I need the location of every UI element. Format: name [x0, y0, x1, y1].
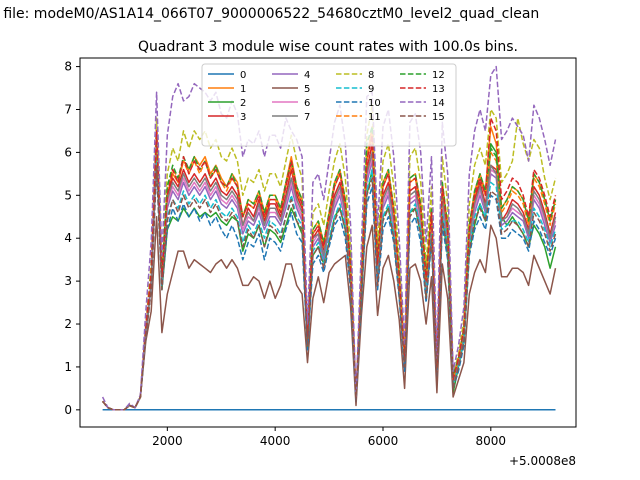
- y-tick-label: 6: [64, 145, 72, 159]
- y-tick-label: 8: [64, 60, 72, 74]
- y-axis-ticks: 0 1 2 3 4 5 6 7 8: [64, 60, 80, 417]
- y-tick-label: 5: [64, 188, 72, 202]
- legend-label-12: 12: [432, 70, 445, 81]
- x-tick-label: 4000: [260, 434, 291, 448]
- y-tick-label: 4: [64, 231, 72, 245]
- y-tick-label: 7: [64, 102, 72, 116]
- x-axis-offset-label: +5.0008e8: [509, 454, 576, 468]
- legend-label-5: 5: [304, 84, 310, 95]
- legend-label-6: 6: [304, 98, 310, 109]
- legend-label-3: 3: [240, 112, 246, 123]
- legend-label-15: 15: [432, 112, 445, 123]
- legend-label-11: 11: [368, 112, 381, 123]
- series-line-7: [102, 151, 557, 411]
- legend-label-7: 7: [304, 112, 310, 123]
- legend-label-0: 0: [240, 70, 246, 81]
- legend-label-14: 14: [432, 98, 445, 109]
- legend-label-8: 8: [368, 70, 374, 81]
- x-tick-label: 6000: [368, 434, 399, 448]
- y-tick-label: 3: [64, 274, 72, 288]
- y-tick-label: 2: [64, 317, 72, 331]
- legend-label-13: 13: [432, 84, 445, 95]
- chart-title: Quadrant 3 module wise count rates with …: [138, 39, 518, 55]
- series-line-10: [102, 168, 557, 411]
- x-axis-ticks: 2000 4000 6000 8000: [152, 427, 506, 448]
- legend-label-9: 9: [368, 84, 374, 95]
- legend-label-10: 10: [368, 98, 381, 109]
- series-line-9: [102, 160, 557, 411]
- series-line-15: [102, 164, 557, 411]
- legend-label-2: 2: [240, 98, 246, 109]
- series-line-12: [102, 125, 557, 411]
- series-line-13: [102, 117, 557, 411]
- plot-frame: [79, 57, 577, 428]
- y-tick-label: 1: [64, 360, 72, 374]
- figure-suptitle: n file: modeM0/AS1A14_066T07_9000006522_…: [0, 6, 539, 22]
- legend-label-4: 4: [304, 70, 310, 81]
- series-line-5: [102, 216, 557, 411]
- legend-label-1: 1: [240, 84, 246, 95]
- x-tick-label: 2000: [152, 434, 183, 448]
- series-line-4: [102, 155, 557, 411]
- y-tick-label: 0: [64, 403, 72, 417]
- x-tick-label: 8000: [476, 434, 507, 448]
- legend-frame: [201, 63, 457, 147]
- series-line-14: [101, 65, 557, 411]
- series-line-8: [102, 104, 557, 411]
- series-group: [101, 65, 557, 411]
